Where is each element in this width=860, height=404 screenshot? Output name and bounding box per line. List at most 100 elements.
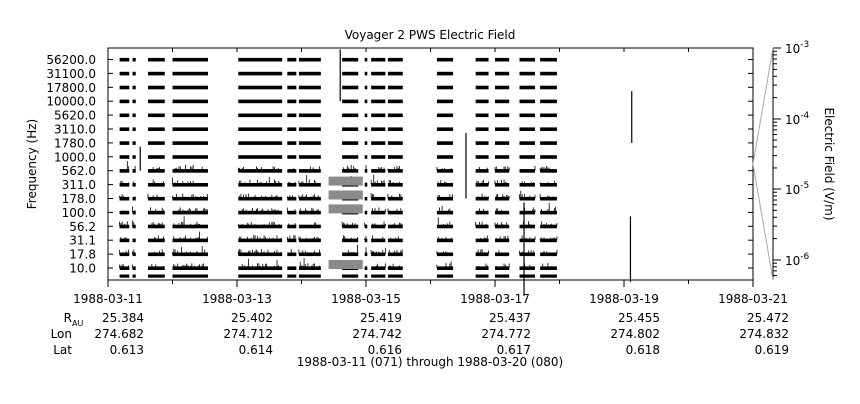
channel-segment xyxy=(371,71,386,76)
channel-segment xyxy=(475,85,489,90)
channel-segment xyxy=(172,196,208,201)
channel-segment xyxy=(436,141,454,145)
channel-segment xyxy=(298,196,321,201)
ephemeris-value: 274.832 xyxy=(739,327,789,341)
channel-segment xyxy=(519,141,535,145)
channel-segment xyxy=(298,57,321,62)
channel-segment xyxy=(495,266,510,270)
channel-segment xyxy=(287,71,297,76)
channel-segment xyxy=(132,141,136,145)
channel-segment xyxy=(475,183,489,187)
y-axis: 56200.031100.017800.010000.05620.03110.0… xyxy=(46,53,753,276)
channel-segment xyxy=(287,141,297,145)
y-tick-label: 178.0 xyxy=(62,192,96,206)
channel-segment xyxy=(119,274,130,278)
channel-segment xyxy=(519,196,535,201)
channel-segment xyxy=(371,266,386,270)
channel-segment xyxy=(519,127,535,131)
channel-segment xyxy=(387,169,403,173)
channel-segment xyxy=(436,99,454,104)
channel-segment xyxy=(119,141,130,145)
ephemeris-value: 25.419 xyxy=(360,311,402,325)
ephemeris-value: 274.802 xyxy=(610,327,660,341)
channel-segment xyxy=(540,224,557,229)
x-axis: 1988-03-11 1988-03-13 1988-03-15 1988-03-17… xyxy=(73,48,788,306)
channel-segment xyxy=(238,99,283,104)
channel-segment xyxy=(342,71,359,76)
channel-segment xyxy=(371,169,386,173)
channel-segment xyxy=(475,274,489,278)
channel-segment xyxy=(298,210,321,215)
y-tick-label: 5620.0 xyxy=(54,109,96,123)
channel-segment xyxy=(495,85,510,90)
channel-segment xyxy=(342,169,359,173)
channel-segment xyxy=(238,85,283,90)
channel-segment xyxy=(147,266,165,270)
channel-segment xyxy=(147,183,165,187)
ephemeris-row-label: R xyxy=(64,311,72,325)
channel-segment xyxy=(119,85,130,90)
channel-segment xyxy=(364,224,368,229)
colorbar-label: Electric Field (V/m) xyxy=(822,107,836,220)
channel-segment xyxy=(287,155,297,159)
ephemeris-value: 25.437 xyxy=(489,311,531,325)
channel-segment xyxy=(132,127,136,131)
channel-segment xyxy=(172,155,208,159)
channel-segment xyxy=(519,210,535,215)
channel-segment xyxy=(436,196,454,201)
burst-region xyxy=(328,260,363,269)
channel-segment xyxy=(238,274,283,278)
channel-segment xyxy=(495,155,510,159)
channel-segment xyxy=(387,155,403,159)
channel-segment xyxy=(132,85,136,90)
frequency-channel-rows xyxy=(119,57,557,278)
channel-segment xyxy=(298,238,321,243)
channel-segment xyxy=(540,238,557,243)
y-tick-label: 17.8 xyxy=(69,248,96,262)
channel-segment xyxy=(540,266,557,270)
channel-segment xyxy=(436,266,454,270)
channel-segment xyxy=(540,85,557,90)
channel-segment xyxy=(238,183,283,187)
channel-segment xyxy=(172,71,208,76)
channel-segment xyxy=(147,85,165,90)
channel-segment xyxy=(298,169,321,173)
channel-segment xyxy=(298,274,321,278)
data-spikes xyxy=(119,49,633,296)
channel-segment xyxy=(371,252,386,257)
channel-segment xyxy=(387,99,403,104)
channel-segment xyxy=(364,266,368,270)
channel-segment xyxy=(475,224,489,229)
channel-segment xyxy=(387,238,403,243)
ephemeris-value: 0.619 xyxy=(755,343,789,357)
channel-segment xyxy=(387,252,403,257)
channel-segment xyxy=(119,266,130,270)
channel-segment xyxy=(119,183,130,187)
channel-segment xyxy=(519,266,535,270)
y-tick-label: 31100.0 xyxy=(46,67,96,81)
channel-segment xyxy=(172,141,208,145)
channel-segment xyxy=(132,57,136,62)
channel-segment xyxy=(147,141,165,145)
channel-segment xyxy=(495,113,510,118)
channel-segment xyxy=(519,224,535,229)
channel-segment xyxy=(364,169,368,173)
channel-segment xyxy=(364,99,368,104)
channel-segment xyxy=(147,99,165,104)
channel-segment xyxy=(132,238,136,243)
channel-segment xyxy=(147,196,165,201)
chart-title: Voyager 2 PWS Electric Field xyxy=(345,28,516,42)
y-tick-label: 56200.0 xyxy=(46,53,96,67)
channel-segment xyxy=(371,155,386,159)
channel-segment xyxy=(298,99,321,104)
channel-segment xyxy=(172,224,208,229)
y-tick-label: 311.0 xyxy=(62,178,96,192)
colorbar-tick-label: 10-4 xyxy=(785,111,810,127)
y-tick-label: 10.0 xyxy=(69,262,96,276)
channel-segment xyxy=(540,71,557,76)
channel-segment xyxy=(495,196,510,201)
channel-segment xyxy=(364,71,368,76)
channel-segment xyxy=(371,183,386,187)
ephemeris-value: 274.772 xyxy=(481,327,531,341)
